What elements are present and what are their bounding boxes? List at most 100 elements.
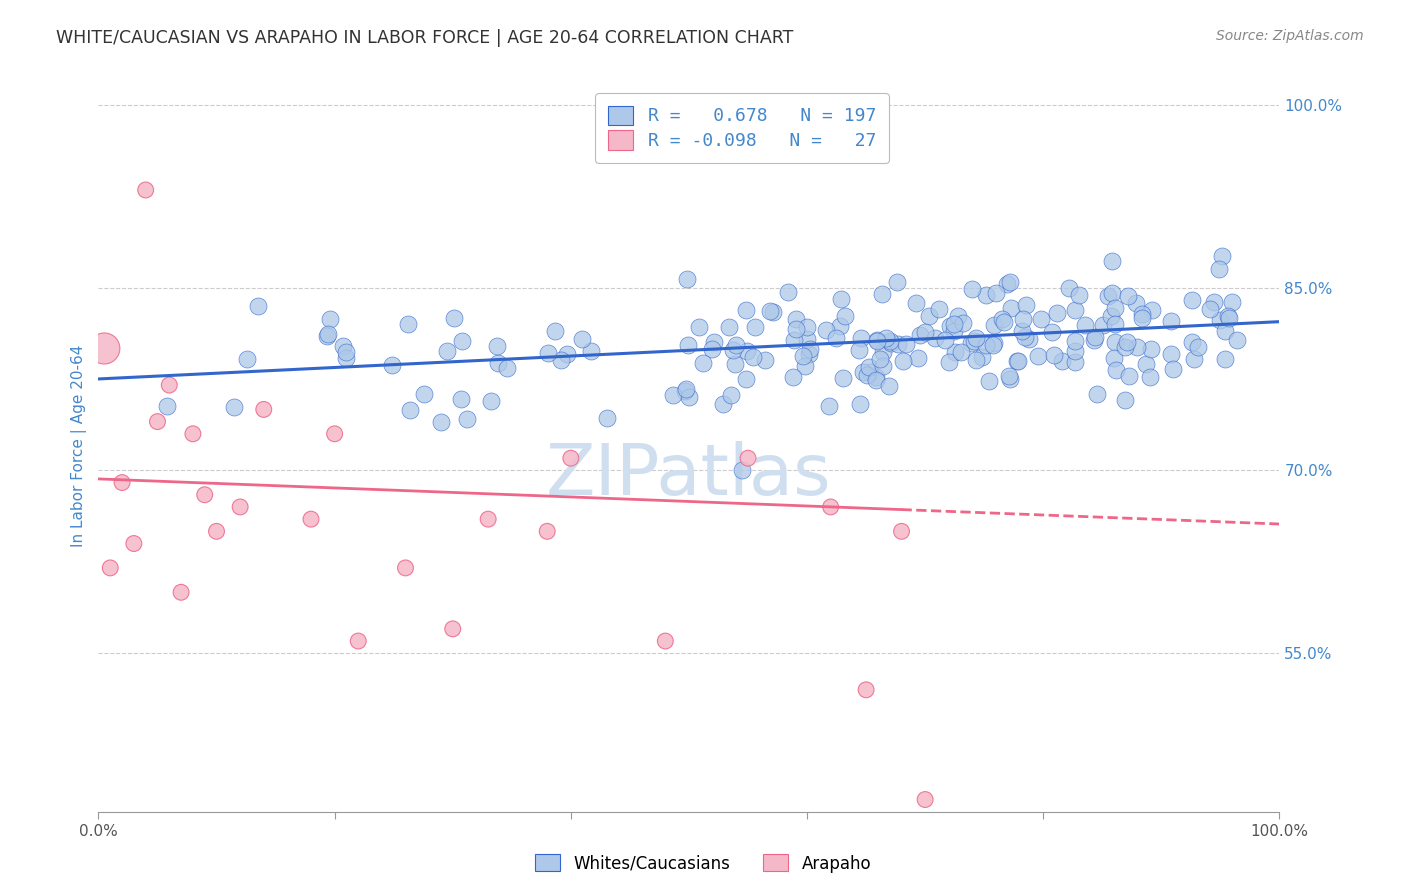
Point <box>737 451 759 466</box>
Point <box>122 536 145 550</box>
Point <box>170 585 193 599</box>
Point <box>858 359 880 374</box>
Point <box>1052 353 1074 368</box>
Point <box>828 319 851 334</box>
Point <box>1046 306 1069 320</box>
Point <box>1126 340 1149 354</box>
Point <box>894 337 917 351</box>
Point <box>1114 340 1136 354</box>
Point <box>1216 310 1239 324</box>
Point <box>1101 309 1123 323</box>
Point <box>1057 281 1080 295</box>
Point <box>879 334 901 349</box>
Text: ZIPatlas: ZIPatlas <box>546 441 832 509</box>
Point <box>1083 334 1105 348</box>
Point <box>724 338 747 352</box>
Point <box>429 415 451 429</box>
Point <box>675 382 697 396</box>
Point <box>1084 330 1107 344</box>
Point <box>942 317 965 331</box>
Point <box>676 272 699 286</box>
Point <box>891 354 914 368</box>
Point <box>731 463 754 477</box>
Point <box>1208 313 1230 327</box>
Point <box>236 352 259 367</box>
Point <box>849 331 872 345</box>
Point <box>939 318 962 333</box>
Point <box>998 371 1021 385</box>
Point <box>319 312 342 326</box>
Point <box>662 388 685 402</box>
Point <box>880 335 903 350</box>
Point <box>157 378 180 392</box>
Point <box>1031 312 1053 326</box>
Point <box>1211 249 1233 263</box>
Point <box>1064 355 1087 369</box>
Point <box>1026 349 1049 363</box>
Legend: R =   0.678   N = 197, R = -0.098   N =   27: R = 0.678 N = 197, R = -0.098 N = 27 <box>595 93 889 162</box>
Point <box>413 387 436 401</box>
Point <box>1105 363 1128 377</box>
Point <box>849 397 872 411</box>
Point <box>924 331 946 345</box>
Point <box>1074 318 1097 332</box>
Point <box>794 359 817 373</box>
Point <box>820 500 842 514</box>
Point <box>986 286 1008 301</box>
Point <box>792 349 814 363</box>
Point <box>1204 295 1226 310</box>
Point <box>1116 334 1139 349</box>
Point <box>928 302 950 317</box>
Point <box>315 328 337 343</box>
Point <box>1064 344 1087 359</box>
Point <box>797 347 820 361</box>
Point <box>1000 275 1022 289</box>
Point <box>692 356 714 370</box>
Point <box>456 412 478 426</box>
Point <box>335 344 357 359</box>
Point <box>759 304 782 318</box>
Point <box>983 318 1005 332</box>
Point <box>948 310 970 324</box>
Point <box>1118 369 1140 384</box>
Point <box>1187 341 1209 355</box>
Point <box>93 342 115 356</box>
Point <box>596 411 619 425</box>
Point <box>1135 357 1157 371</box>
Point <box>485 339 508 353</box>
Point <box>981 337 1004 351</box>
Point <box>299 512 322 526</box>
Point <box>783 334 806 348</box>
Point <box>550 353 572 368</box>
Point <box>717 319 740 334</box>
Point <box>1067 288 1090 302</box>
Point <box>247 299 270 313</box>
Point <box>914 792 936 806</box>
Point <box>962 282 984 296</box>
Point <box>943 324 966 338</box>
Point <box>778 285 800 299</box>
Point <box>450 334 472 349</box>
Point <box>744 319 766 334</box>
Point <box>869 351 891 366</box>
Point <box>782 369 804 384</box>
Point <box>1181 334 1204 349</box>
Point <box>785 322 807 336</box>
Point <box>815 323 838 337</box>
Point <box>1064 334 1087 348</box>
Point <box>877 379 900 393</box>
Point <box>229 500 252 514</box>
Point <box>1213 324 1236 338</box>
Point <box>799 342 821 356</box>
Point <box>335 351 357 366</box>
Point <box>998 368 1021 383</box>
Point <box>1040 325 1063 339</box>
Point <box>1213 351 1236 366</box>
Point <box>450 392 472 407</box>
Text: WHITE/CAUCASIAN VS ARAPAHO IN LABOR FORCE | AGE 20-64 CORRELATION CHART: WHITE/CAUCASIAN VS ARAPAHO IN LABOR FORC… <box>56 29 793 46</box>
Point <box>976 338 998 352</box>
Point <box>970 350 993 364</box>
Point <box>1140 343 1163 357</box>
Point <box>865 370 887 384</box>
Point <box>703 334 725 349</box>
